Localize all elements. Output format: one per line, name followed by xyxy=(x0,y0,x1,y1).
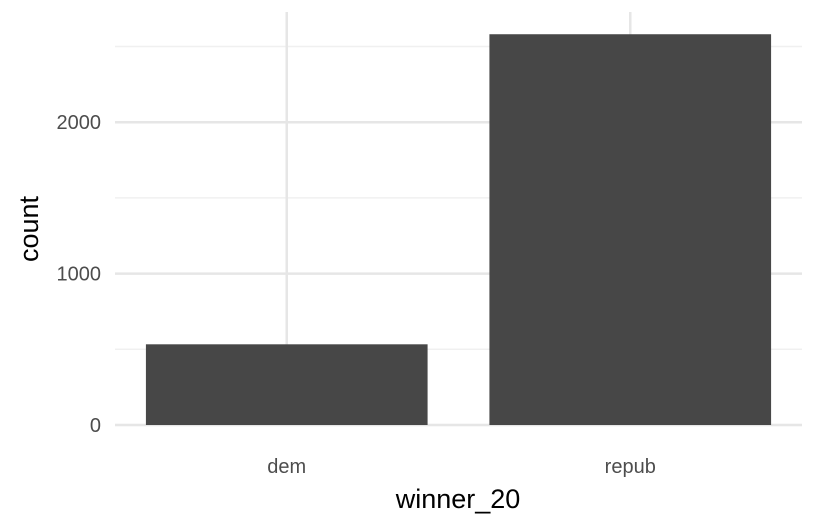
bars xyxy=(145,34,772,425)
y-axis-tick-labels: 0 1000 2000 xyxy=(57,112,102,437)
x-tick-label: repub xyxy=(605,456,656,478)
y-tick-label: 0 xyxy=(90,415,101,437)
x-axis-tick-labels: dem repub xyxy=(267,456,656,478)
bar-repub xyxy=(489,34,772,425)
bar-dem xyxy=(145,344,428,425)
y-tick-label: 1000 xyxy=(57,264,102,286)
x-axis-title: winner_20 xyxy=(395,484,521,514)
y-tick-label: 2000 xyxy=(57,112,102,134)
x-tick-label: dem xyxy=(267,456,306,478)
y-axis-title: count xyxy=(14,195,44,262)
